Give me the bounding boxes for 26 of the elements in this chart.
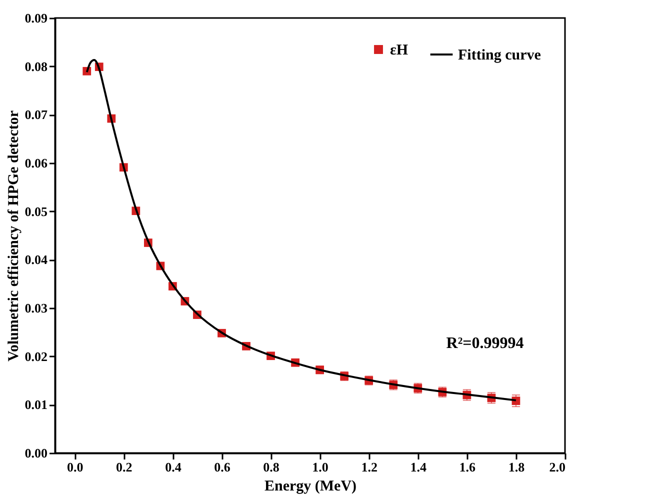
y-axis-title: Volumetric efficiency of HPGe detector <box>6 110 22 362</box>
legend-label: Fitting curve <box>458 48 542 64</box>
x-tick-label: 0.6 <box>214 460 231 474</box>
x-tick-label: 0.0 <box>66 460 84 474</box>
y-tick-label: 0.09 <box>24 10 48 26</box>
x-tick-label: 2.0 <box>549 460 566 474</box>
y-tick-label: 0.05 <box>24 204 48 219</box>
x-tick-label: 0.4 <box>165 460 182 474</box>
y-tick-label: 0.03 <box>24 300 48 316</box>
legend-label: εH <box>390 42 408 58</box>
x-axis-title: Energy (MeV) <box>264 478 357 494</box>
x-tick-label: 1.4 <box>410 460 428 474</box>
x-tick-label: 0.8 <box>263 460 280 474</box>
x-tick-label: 1.8 <box>508 460 526 474</box>
x-tick-label: 1.6 <box>459 460 476 474</box>
x-tick-label: 1.2 <box>361 460 378 474</box>
y-tick-label: 0.06 <box>24 156 48 170</box>
x-tick-label: 0.2 <box>116 460 132 474</box>
y-tick-label: 0.04 <box>24 252 48 268</box>
y-tick-label: 0.00 <box>24 446 48 460</box>
y-tick-label: 0.02 <box>24 348 48 364</box>
y-tick-label: 0.07 <box>24 107 48 122</box>
y-tick-label: 0.08 <box>24 58 48 74</box>
y-tick-label: 0.01 <box>24 397 48 412</box>
annotation: R²=0.99994 <box>446 335 524 352</box>
x-tick-label: 1.0 <box>312 460 328 474</box>
